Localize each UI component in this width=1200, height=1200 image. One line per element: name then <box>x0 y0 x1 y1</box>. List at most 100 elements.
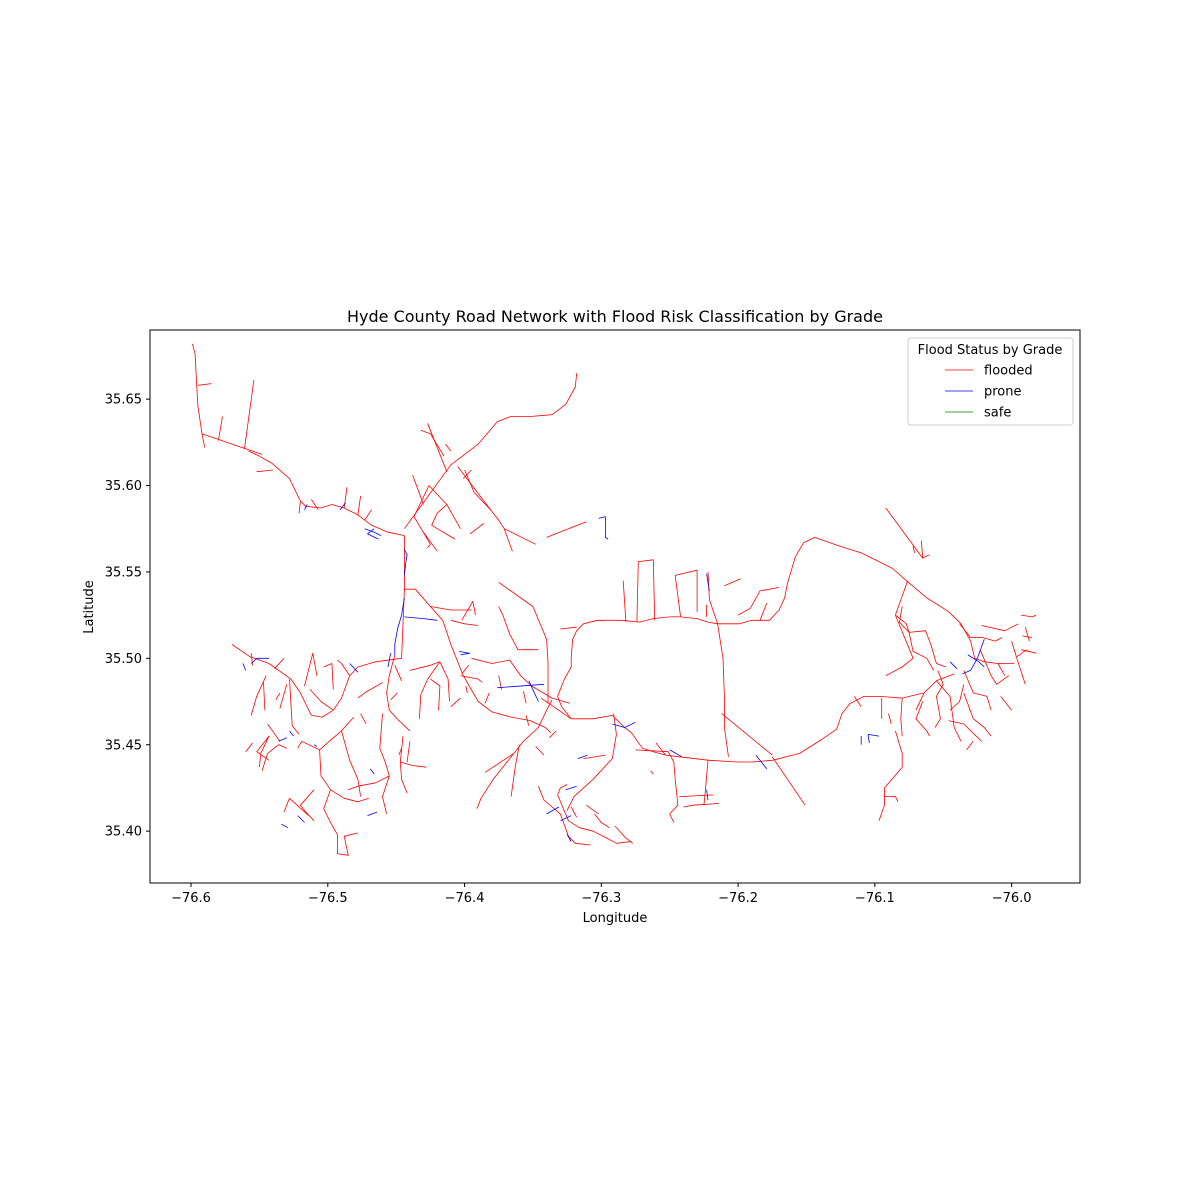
road-segment-prone <box>459 651 469 654</box>
road-segment-flooded <box>430 606 472 611</box>
road-segment-flooded <box>498 606 539 651</box>
road-segment-prone <box>250 657 269 664</box>
road-segment-prone <box>364 528 382 536</box>
road-segment-flooded <box>484 692 490 704</box>
road-segment-flooded <box>936 680 962 742</box>
road-segment-flooded <box>1011 640 1026 685</box>
road-segment-flooded <box>465 685 468 693</box>
road-segment-flooded <box>560 626 577 630</box>
road-segment-flooded <box>341 730 361 797</box>
road-segment-prone <box>497 683 544 689</box>
road-segment-flooded <box>683 803 719 808</box>
road-segment-flooded <box>450 697 461 707</box>
road-segment-flooded <box>337 659 351 676</box>
road-segment-prone <box>565 785 577 791</box>
road-segment-prone <box>297 815 305 823</box>
road-segment-flooded <box>423 531 438 552</box>
road-segment-flooded <box>549 730 557 739</box>
road-segment-prone <box>546 806 560 815</box>
road-segment-flooded <box>908 630 947 668</box>
road-segment-flooded <box>900 698 903 737</box>
road-segment-flooded <box>461 600 476 621</box>
road-segment-prone <box>289 730 294 737</box>
road-segment-flooded <box>420 429 445 457</box>
road-segment-flooded <box>484 753 515 773</box>
road-segment-flooded <box>267 723 281 742</box>
road-segment-flooded <box>192 343 206 448</box>
road-series-prone <box>242 502 985 842</box>
road-segment-flooded <box>299 789 315 822</box>
road-segment-flooded <box>413 485 461 529</box>
road-segment-flooded <box>283 797 309 816</box>
road-segment-flooded <box>430 678 441 711</box>
road-segment-flooded <box>759 602 768 621</box>
road-segment-flooded <box>256 735 270 768</box>
road-segment-flooded <box>538 786 591 846</box>
road-segment-prone <box>404 616 438 621</box>
road-segment-flooded <box>721 713 773 756</box>
road-segment-flooded <box>357 682 383 699</box>
road-segment-flooded <box>1022 635 1033 638</box>
road-segment-flooded <box>498 581 549 704</box>
road-segment-flooded <box>274 658 285 669</box>
road-segment-flooded <box>614 825 634 844</box>
road-segment-flooded <box>275 692 281 701</box>
road-segment-flooded <box>981 623 1019 632</box>
road-segment-flooded <box>636 559 656 623</box>
road-segment-flooded <box>476 699 553 809</box>
road-segment-flooded <box>1021 649 1037 654</box>
road-segment-prone <box>577 754 588 759</box>
road-segment-flooded <box>1024 627 1030 642</box>
road-segment-prone <box>560 815 572 822</box>
road-segment-flooded <box>297 716 355 751</box>
road-segment-prone <box>706 789 709 801</box>
road-segment-flooded <box>263 682 266 711</box>
road-segment-flooded <box>979 649 1010 685</box>
road-segment-flooded <box>450 619 479 626</box>
y-tick-label: 35.55 <box>105 565 142 580</box>
road-segment-prone <box>598 516 609 540</box>
road-segment-flooded <box>737 587 780 616</box>
road-segment-flooded <box>464 469 491 510</box>
road-segment-prone <box>281 823 289 829</box>
road-segment-prone <box>404 549 408 576</box>
road-segment-flooded <box>304 652 318 687</box>
road-segment-flooded <box>966 741 974 751</box>
road-segment-prone <box>949 661 958 669</box>
road-segment-flooded <box>323 663 334 690</box>
road-segment-flooded <box>703 760 709 806</box>
road-segment-flooded <box>469 523 484 535</box>
road-segment-flooded <box>364 509 372 521</box>
y-tick-label: 35.65 <box>105 393 142 408</box>
road-segment-flooded <box>679 794 714 797</box>
legend-label-flooded: flooded <box>984 364 1033 379</box>
road-segment-flooded <box>997 663 1006 676</box>
map-title: Hyde County Road Network with Flood Risk… <box>347 307 883 326</box>
road-segment-flooded <box>525 715 530 726</box>
road-segment-flooded <box>357 495 361 515</box>
y-tick-label: 35.40 <box>105 825 142 840</box>
road-segment-flooded <box>404 373 578 529</box>
road-segment-flooded <box>570 806 578 818</box>
road-segment-flooded <box>413 516 431 548</box>
x-tick-label: −76.5 <box>308 891 348 906</box>
road-segment-flooded <box>471 657 571 704</box>
x-axis-label: Longitude <box>583 911 648 926</box>
road-segment-flooded <box>707 571 718 624</box>
plot-area <box>149 329 1081 884</box>
road-segment-flooded <box>256 469 274 473</box>
legend: Flood Status by Grade flooded prone safe <box>907 337 1074 426</box>
road-segment-flooded <box>895 580 910 633</box>
road-segment-prone <box>669 749 683 758</box>
road-segment-flooded <box>460 675 483 683</box>
road-segment-flooded <box>218 416 223 441</box>
road-segment-flooded <box>888 713 892 725</box>
road-segment-prone <box>278 737 287 742</box>
road-series-flooded <box>192 343 1037 856</box>
road-segment-flooded <box>724 578 741 587</box>
road-segment-flooded <box>503 528 513 552</box>
road-segment-flooded <box>878 730 903 821</box>
road-segment-flooded <box>771 756 806 806</box>
road-segment-flooded <box>963 692 992 737</box>
